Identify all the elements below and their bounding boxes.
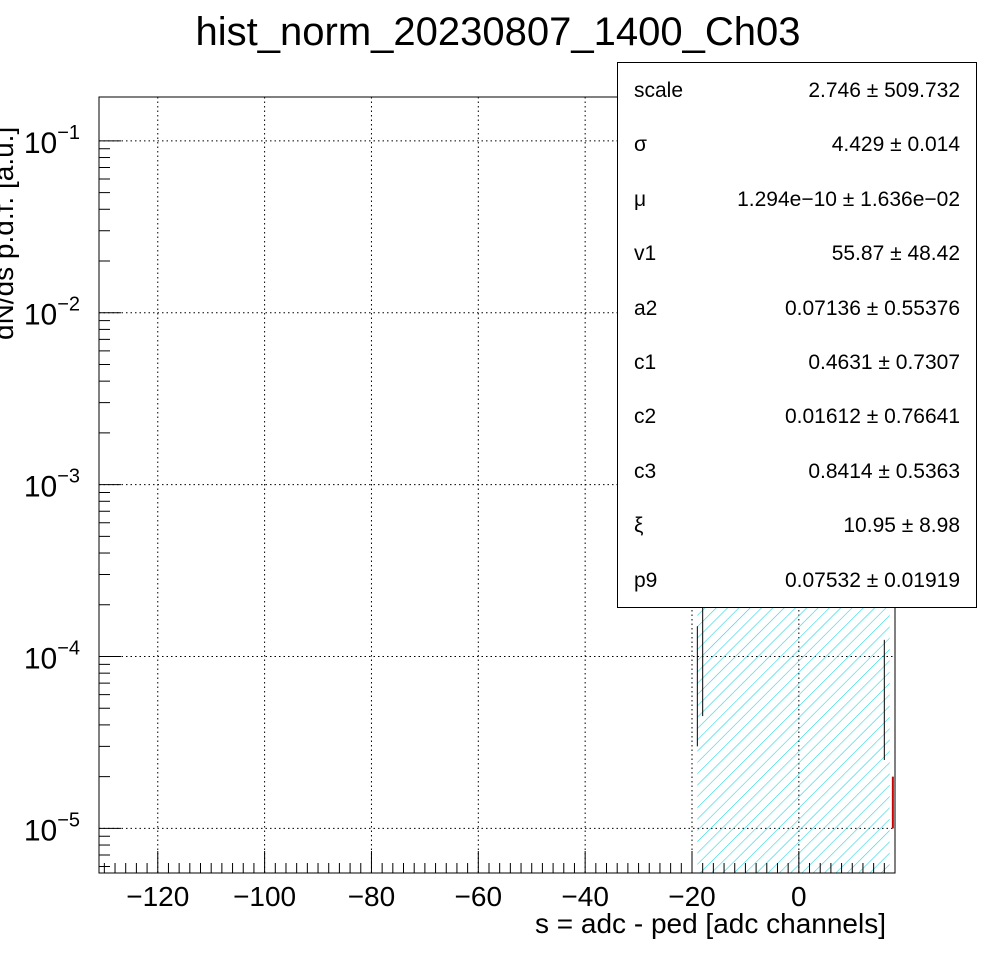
stat-value: 10.95 ± 8.98 (843, 514, 960, 538)
x-tick-label: 0 (791, 881, 807, 912)
stat-name: v1 (634, 242, 657, 266)
x-tick-label: −80 (348, 881, 396, 912)
stat-row: a2 0.07136 ± 0.55376 (618, 283, 976, 337)
y-axis-label: dN/ds p.d.f. [a.u.] (0, 126, 19, 340)
stat-value: 55.87 ± 48.42 (831, 242, 960, 266)
fit-stats-box: scale 2.746 ± 509.732 σ 4.429 ± 0.014 μ 1.294… (617, 62, 977, 608)
y-tick-label: 10−1 (24, 122, 80, 160)
stat-name: ξ (634, 514, 644, 538)
stat-name: c3 (634, 459, 657, 483)
stat-name: a2 (634, 296, 658, 320)
stat-row: σ 4.429 ± 0.014 (618, 119, 976, 173)
x-tick-label: −100 (233, 881, 296, 912)
stat-value: 4.429 ± 0.014 (831, 133, 960, 157)
stat-value: 0.4631 ± 0.7307 (808, 351, 960, 374)
stat-row: v1 55.87 ± 48.42 (618, 228, 976, 282)
stat-value: 2.746 ± 509.732 (808, 79, 960, 102)
stat-value: 0.8414 ± 0.5363 (808, 459, 960, 483)
stat-value: 0.01612 ± 0.76641 (784, 405, 960, 429)
x-tick-label: −120 (126, 881, 189, 912)
x-tick-label: −40 (561, 881, 609, 912)
tick-labels: −120 −100 −80 −60 −40 −20 0 10−5 10−4 10−3 10−2 10−… (24, 122, 807, 912)
chart-title: hist_norm_20230807_1400_Ch03 (195, 10, 801, 54)
stat-row: c1 0.4631 ± 0.7307 (618, 337, 976, 391)
y-tick-label: 10−5 (24, 809, 80, 847)
stat-name: c2 (634, 405, 657, 429)
x-tick-label: −60 (455, 881, 503, 912)
stat-value: 1.294e−10 ± 1.636e−02 (737, 187, 960, 211)
tick-marks (99, 140, 896, 873)
stat-value: 0.07532 ± 0.01919 (784, 568, 960, 592)
stat-name: scale (634, 79, 684, 102)
stat-value: 0.07136 ± 0.55376 (784, 296, 960, 320)
stat-row: c3 0.8414 ± 0.5363 (618, 446, 976, 500)
y-tick-label: 10−2 (24, 294, 80, 332)
stat-name: μ (634, 187, 647, 211)
x-tick-label: −20 (668, 881, 716, 912)
stat-name: c1 (634, 351, 657, 374)
y-tick-label: 10−3 (24, 466, 80, 504)
stat-row: scale 2.746 ± 509.732 (618, 65, 976, 119)
stat-row: c2 0.01612 ± 0.76641 (618, 391, 976, 445)
stat-name: p9 (634, 568, 658, 592)
stat-name: σ (634, 133, 647, 157)
x-axis-label: s = adc - ped [adc channels] (535, 908, 886, 939)
stat-row: p9 0.07532 ± 0.01919 (618, 555, 976, 609)
stat-row: μ 1.294e−10 ± 1.636e−02 (618, 174, 976, 228)
stat-row: ξ 10.95 ± 8.98 (618, 500, 976, 554)
y-tick-label: 10−4 (24, 637, 80, 675)
